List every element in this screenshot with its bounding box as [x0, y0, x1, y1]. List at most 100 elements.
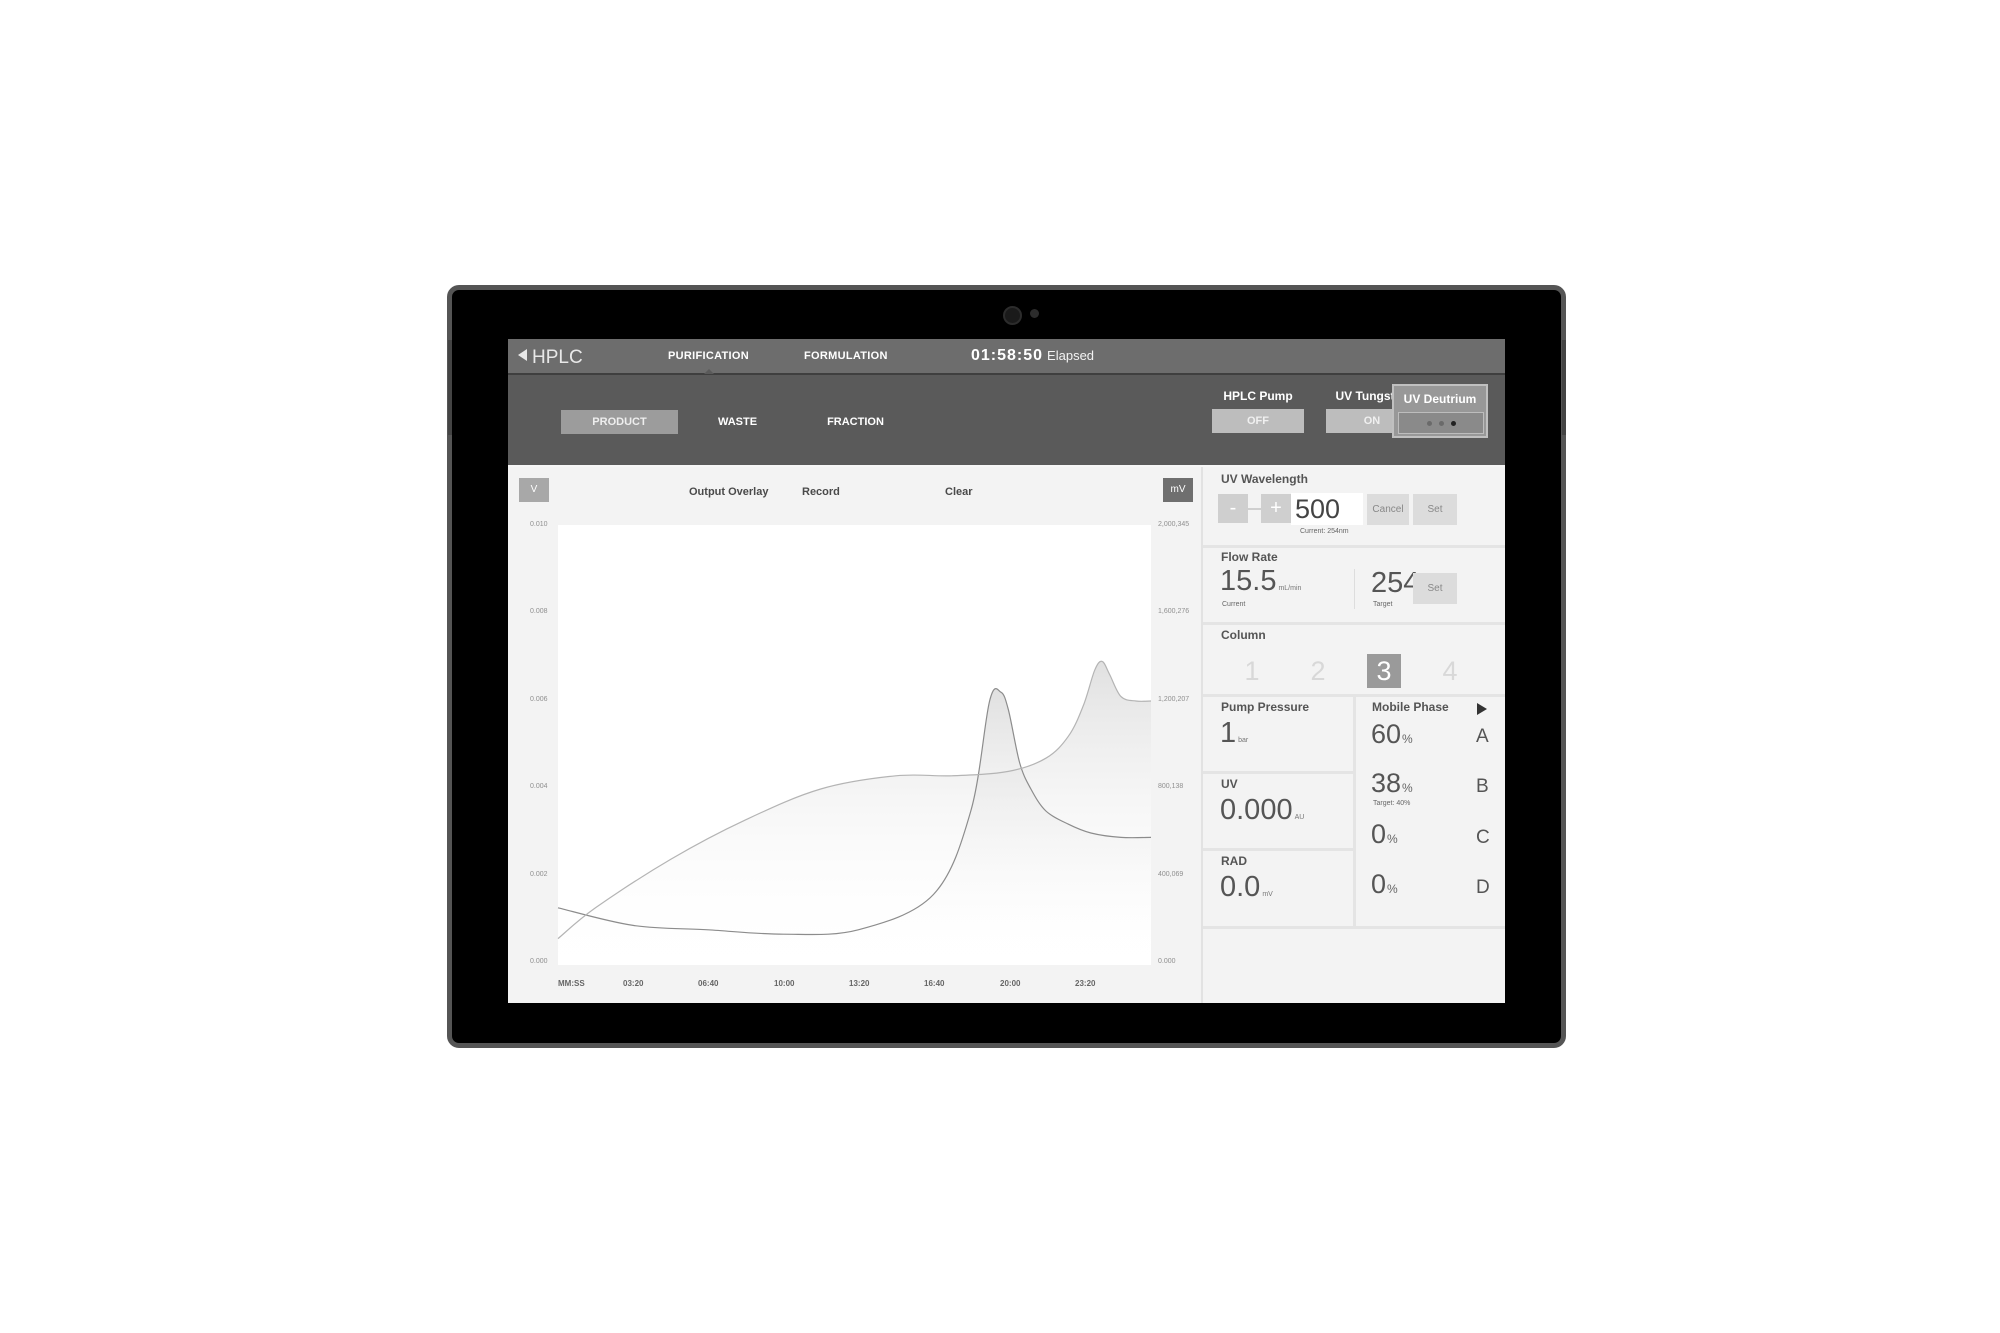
x-tick: 23:20 [1075, 979, 1096, 988]
hplc-pump-label: HPLC Pump [1223, 389, 1293, 403]
tab-formulation[interactable]: FORMULATION [804, 350, 888, 362]
y-right-tick: 1,600,276 [1158, 608, 1190, 615]
mobile-phase-d-letter: D [1476, 877, 1490, 898]
flow-rate-target-label: Target [1373, 601, 1393, 608]
uv-readout: 0.000 AU [1220, 794, 1304, 827]
mobile-phase-a-unit: % [1402, 732, 1413, 746]
y-left-tick: 0.010 [530, 521, 548, 528]
mobile-phase-a-readout: 60% [1371, 719, 1413, 750]
camera-lens [1003, 306, 1022, 325]
y-right-tick: 2,000,345 [1158, 521, 1190, 528]
top-bar: HPLC PURIFICATION FORMULATION 01:58:50 El… [508, 339, 1505, 375]
mobile-phase-a-letter: A [1476, 726, 1489, 747]
left-unit-button[interactable]: V [519, 478, 549, 502]
status-panel: UV Wavelength - + 500 Current: 254nm Can… [1201, 467, 1505, 1003]
mobile-phase-a-value: 60 [1371, 719, 1402, 749]
uv-unit: AU [1294, 814, 1305, 821]
control-bar: PRODUCT WASTE FRACTION HPLC Pump OFF UV … [508, 375, 1505, 465]
uv-tungsten-label: UV Tungsten [1335, 389, 1409, 403]
wavelength-set-button[interactable]: Set [1413, 494, 1457, 525]
flow-rate-set-button[interactable]: Set [1413, 573, 1457, 604]
y-right-tick: 0.000 [1158, 958, 1176, 965]
back-label: HPLC [532, 347, 583, 368]
series-2-area [558, 661, 1151, 965]
destination-fraction-button[interactable]: FRACTION [827, 416, 884, 428]
mobile-phase-b-target: Target: 40% [1373, 800, 1411, 807]
series-2-line [557, 660, 1152, 940]
tablet-side-button [1562, 340, 1566, 435]
flow-rate-current-value: 15.5 [1220, 565, 1277, 597]
flow-rate-unit: mL/min [1278, 585, 1302, 592]
chromatogram-chart [557, 660, 1152, 965]
rad-unit: mV [1262, 891, 1273, 898]
column-option-2[interactable]: 2 [1310, 656, 1326, 686]
column-option-1[interactable]: 1 [1244, 656, 1260, 686]
wavelength-current: Current: 254nm [1300, 528, 1349, 535]
hplc-pump-toggle[interactable]: OFF [1212, 409, 1304, 433]
x-tick: 06:40 [698, 979, 719, 988]
column-title: Column [1221, 628, 1266, 642]
rad-title: RAD [1221, 854, 1247, 868]
mobile-phase-c-unit: % [1387, 832, 1398, 846]
y-left-tick: 0.006 [530, 696, 548, 703]
record-button[interactable]: Record [802, 486, 840, 498]
flow-rate-target-value[interactable]: 254 [1371, 567, 1420, 599]
timer-suffix: Elapsed [1047, 348, 1095, 363]
output-overlay-button[interactable]: Output Overlay [689, 486, 769, 498]
divider [1353, 694, 1356, 926]
mobile-phase-d-unit: % [1387, 882, 1398, 896]
y-right-tick: 800,138 [1158, 783, 1184, 790]
pump-pressure-title: Pump Pressure [1221, 700, 1310, 714]
minus-icon: - [1229, 497, 1237, 519]
column-option-3[interactable]: 3 [1367, 654, 1401, 688]
rad-value: 0.0 [1220, 871, 1261, 903]
wavelength-increase-button[interactable]: + [1261, 494, 1291, 523]
wavelength-input[interactable]: 500 [1291, 493, 1363, 525]
destination-product-button[interactable]: PRODUCT [561, 410, 678, 434]
wavelength-decrease-button[interactable]: - [1218, 494, 1248, 523]
destination-waste-button[interactable]: WASTE [717, 416, 758, 428]
x-axis-label: MM:SS [558, 979, 585, 988]
uv-wavelength-title: UV Wavelength [1221, 472, 1308, 486]
y-left-tick: 0.000 [530, 958, 548, 965]
wavelength-cancel-button[interactable]: Cancel [1367, 494, 1409, 525]
column-option-4[interactable]: 4 [1442, 656, 1458, 686]
x-tick: 10:00 [774, 979, 795, 988]
x-tick: 13:20 [849, 979, 870, 988]
flow-rate-title: Flow Rate [1221, 550, 1278, 564]
divider [1203, 848, 1353, 851]
timer-value: 01:58:50 [971, 347, 1044, 364]
status-dot-icon [1439, 421, 1444, 426]
y-left-tick: 0.008 [530, 608, 548, 615]
play-icon[interactable] [1477, 703, 1487, 715]
divider [1203, 545, 1505, 548]
stepper-connector [1248, 508, 1261, 510]
x-tick: 03:20 [623, 979, 644, 988]
status-dot-icon [1427, 421, 1432, 426]
y-left-tick: 0.004 [530, 783, 548, 790]
mobile-phase-b-unit: % [1402, 781, 1413, 795]
status-dot-icon [1451, 421, 1456, 426]
y-right-tick: 1,200,207 [1158, 696, 1190, 703]
mobile-phase-b-readout: 38% [1371, 768, 1413, 799]
pump-pressure-unit: bar [1238, 737, 1249, 744]
elapsed-timer: 01:58:50 Elapsed [971, 347, 1094, 365]
camera-sensor [1030, 309, 1039, 318]
right-unit-button[interactable]: mV [1163, 478, 1193, 502]
flow-rate-current-label: Current [1222, 601, 1246, 608]
mobile-phase-c-readout: 0% [1371, 819, 1398, 850]
y-right-tick: 400,069 [1158, 871, 1184, 878]
clear-button[interactable]: Clear [945, 486, 973, 498]
column-selector: 1 2 3 4 [1203, 622, 1505, 694]
pump-pressure-value: 1 [1220, 717, 1237, 749]
tablet-side-button [448, 340, 452, 435]
uv-deuterium-panel: UV Deutrium [1392, 384, 1488, 438]
chart-panel: V mV Output Overlay Record Clear 0.000 0… [508, 467, 1201, 1003]
tab-purification[interactable]: PURIFICATION [668, 350, 750, 374]
uv-deuterium-toggle[interactable] [1398, 412, 1484, 434]
rad-readout: 0.0 mV [1220, 871, 1273, 904]
mobile-phase-d-readout: 0% [1371, 869, 1398, 900]
back-button[interactable]: HPLC [518, 347, 583, 369]
y-left-tick: 0.002 [530, 871, 548, 878]
back-arrow-icon [518, 349, 527, 361]
